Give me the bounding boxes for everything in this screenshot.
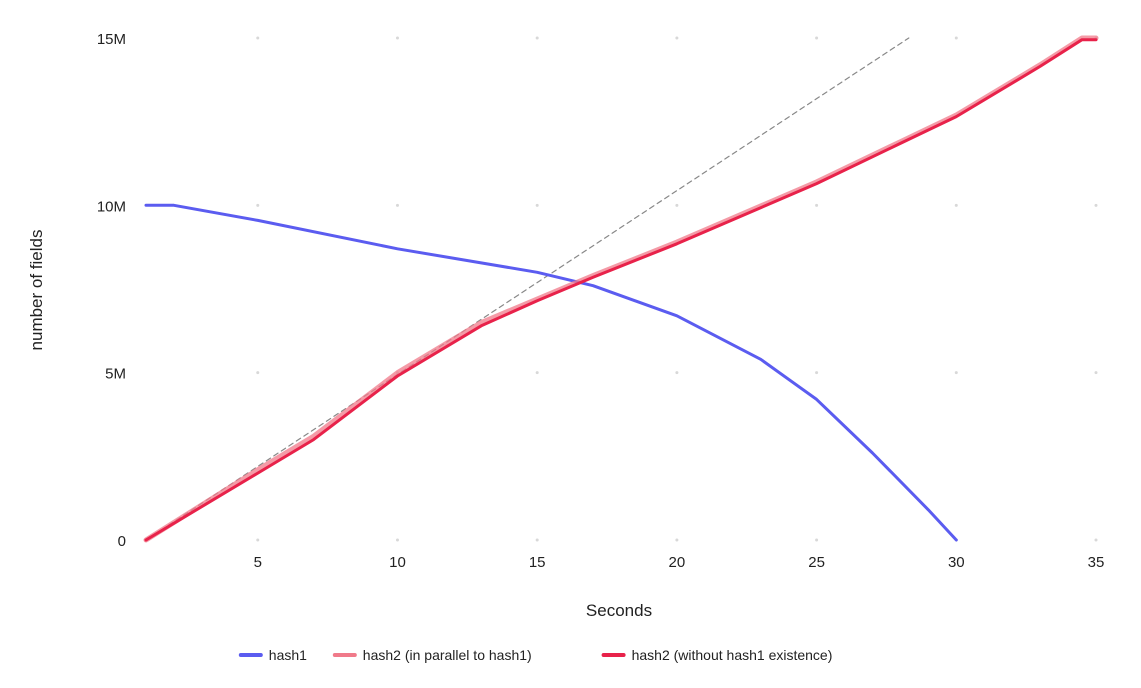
y-tick-label: 0	[118, 533, 126, 550]
series-line-1	[143, 35, 1099, 543]
grid-dot	[535, 203, 539, 207]
x-tick-label: 15	[529, 554, 546, 571]
y-axis-ticks: 0 5M 10M 15M	[97, 31, 126, 550]
grid-dot	[535, 36, 539, 40]
series-line-2	[144, 38, 1098, 542]
grid-dot	[395, 538, 399, 542]
grid-dot	[954, 203, 958, 207]
grid-dot	[1094, 538, 1098, 542]
grid-dot	[954, 371, 958, 375]
legend-label: hash2 (without hash1 existence)	[632, 647, 833, 663]
grid-dot	[1094, 203, 1098, 207]
grid-dot	[954, 36, 958, 40]
y-tick-label: 15M	[97, 31, 126, 48]
legend: hash1 hash2 (in parallel to hash1) hash2 (…	[238, 647, 833, 663]
grid-dot	[256, 371, 260, 375]
x-tick-label: 20	[669, 554, 686, 571]
grid-dot	[675, 538, 679, 542]
plot-lines	[143, 35, 1099, 543]
x-tick-label: 25	[808, 554, 825, 571]
grid-dot	[675, 36, 679, 40]
x-tick-label: 35	[1088, 554, 1105, 571]
x-tick-label: 30	[948, 554, 965, 571]
grid-dot	[1094, 371, 1098, 375]
grid	[256, 36, 1098, 542]
grid-dot	[535, 371, 539, 375]
grid-dot	[535, 538, 539, 542]
y-axis-title: number of fields	[27, 230, 46, 351]
grid-dot	[815, 36, 819, 40]
y-tick-label: 10M	[97, 198, 126, 215]
y-tick-label: 5M	[105, 366, 126, 383]
x-tick-label: 5	[254, 554, 262, 571]
grid-dot	[815, 538, 819, 542]
legend-label: hash2 (in parallel to hash1)	[363, 647, 532, 663]
series-line-0	[144, 203, 958, 542]
grid-dot	[256, 36, 260, 40]
grid-dot	[675, 203, 679, 207]
grid-dot	[815, 203, 819, 207]
grid-dot	[256, 538, 260, 542]
grid-dot	[395, 203, 399, 207]
x-axis-title: Seconds	[586, 601, 652, 620]
grid-dot	[815, 371, 819, 375]
grid-dot	[395, 36, 399, 40]
grid-dot	[675, 371, 679, 375]
grid-dot	[256, 203, 260, 207]
reference-dashed-line	[145, 37, 910, 541]
legend-label: hash1	[269, 647, 307, 663]
x-tick-label: 10	[389, 554, 406, 571]
x-axis-ticks: 5 10 15 20 25 30 35	[254, 554, 1105, 571]
